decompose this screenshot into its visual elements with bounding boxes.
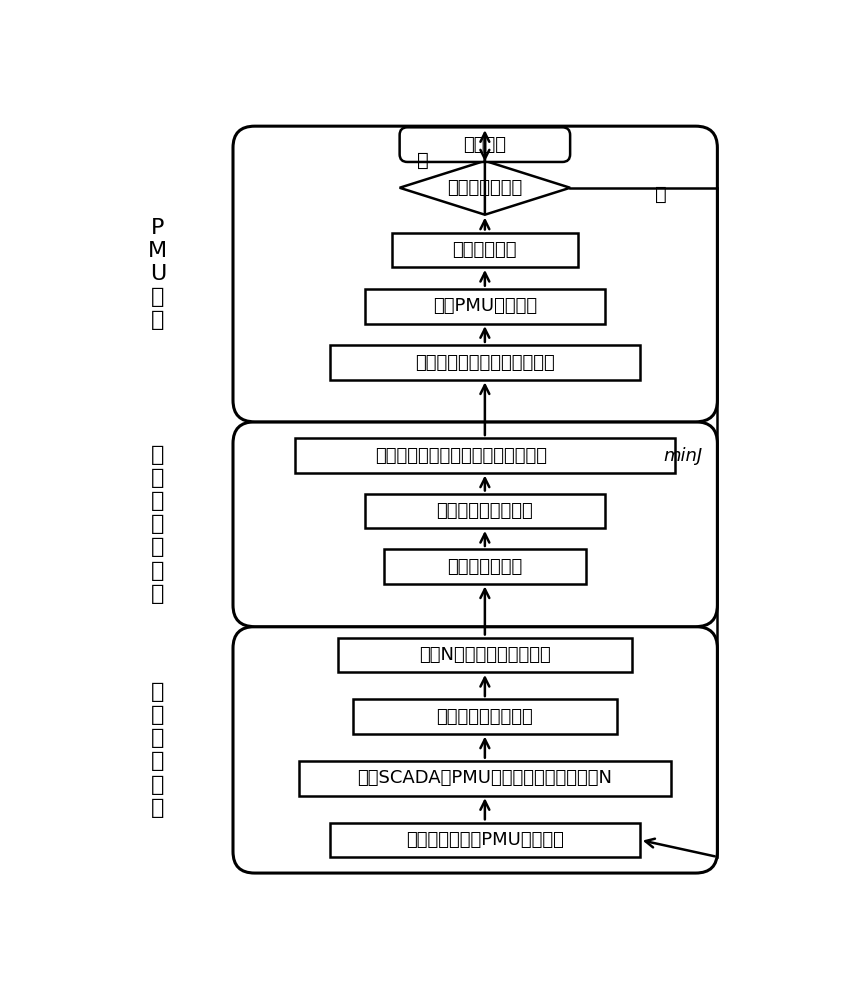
Bar bbox=[299, 761, 671, 796]
Bar bbox=[330, 345, 640, 380]
Bar bbox=[330, 823, 640, 857]
FancyBboxPatch shape bbox=[233, 627, 717, 873]
Bar bbox=[295, 438, 674, 473]
Bar bbox=[365, 494, 605, 528]
Text: 满足配置要求？: 满足配置要求？ bbox=[447, 179, 522, 197]
Bar bbox=[337, 638, 632, 672]
Text: P
M
U
配
置: P M U 配 置 bbox=[148, 218, 167, 330]
Text: 获取系统拓扑及PMU配置数据: 获取系统拓扑及PMU配置数据 bbox=[406, 831, 563, 849]
Bar bbox=[353, 699, 616, 734]
Text: 获得N次系统参数辨识结果: 获得N次系统参数辨识结果 bbox=[419, 646, 551, 664]
Text: 最小二乘法参数辨识: 最小二乘法参数辨识 bbox=[436, 708, 533, 726]
Text: 计算离散度指标: 计算离散度指标 bbox=[447, 558, 522, 576]
Bar bbox=[384, 549, 585, 584]
Bar bbox=[365, 289, 605, 324]
Text: 是: 是 bbox=[417, 151, 429, 170]
Text: 形成考虑辨识精度及配置数目的指标: 形成考虑辨识精度及配置数目的指标 bbox=[376, 447, 547, 465]
Text: 否: 否 bbox=[655, 185, 667, 204]
Text: 生成配置结果: 生成配置结果 bbox=[452, 241, 517, 259]
Text: minJ: minJ bbox=[663, 447, 702, 465]
FancyBboxPatch shape bbox=[399, 127, 570, 162]
Text: 生成综合主导性指标: 生成综合主导性指标 bbox=[436, 502, 533, 520]
Polygon shape bbox=[399, 161, 570, 215]
Text: 主
导
性
参
数
分
析: 主 导 性 参 数 分 析 bbox=[151, 445, 165, 604]
Text: 获取SCADA和PMU量测数据，量测阶数为N: 获取SCADA和PMU量测数据，量测阶数为N bbox=[357, 769, 612, 787]
Bar bbox=[392, 233, 578, 267]
Text: 混
合
量
测
辨
识: 混 合 量 测 辨 识 bbox=[151, 682, 165, 818]
Text: 获得辨识精度及配置数目要求: 获得辨识精度及配置数目要求 bbox=[415, 354, 555, 372]
FancyBboxPatch shape bbox=[233, 422, 717, 627]
FancyBboxPatch shape bbox=[233, 126, 717, 422]
Text: 结果输出: 结果输出 bbox=[463, 136, 506, 154]
Text: 进行PMU优化配置: 进行PMU优化配置 bbox=[433, 297, 537, 315]
